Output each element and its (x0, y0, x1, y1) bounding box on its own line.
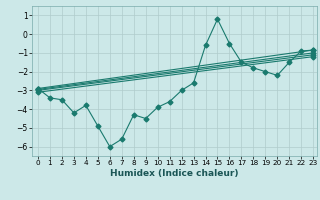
X-axis label: Humidex (Indice chaleur): Humidex (Indice chaleur) (110, 169, 239, 178)
